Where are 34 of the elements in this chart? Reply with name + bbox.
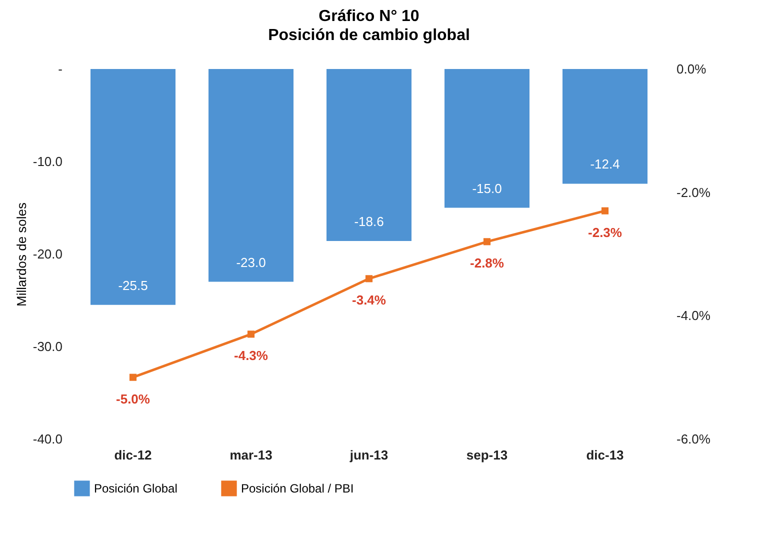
point bbox=[483, 238, 491, 246]
legend-label: Posición Global bbox=[94, 481, 178, 496]
data-label: -4.3% bbox=[234, 348, 268, 364]
data-label: -25.5 bbox=[118, 278, 148, 293]
y2-tick-label: -6.0% bbox=[676, 432, 711, 446]
data-label: -15.0 bbox=[472, 180, 502, 196]
point bbox=[129, 374, 137, 381]
x-tick-label: dic-13 bbox=[586, 448, 624, 462]
legend-label: Posición Global / PBI bbox=[241, 481, 354, 496]
data-label: -12.4 bbox=[590, 156, 620, 172]
chart-title: Gráfico N° 10 bbox=[318, 8, 420, 25]
y2-tick-label: -2.0% bbox=[676, 184, 711, 200]
chart-subtitle: Posición de cambio global bbox=[268, 27, 470, 44]
x-tick-label: jun-13 bbox=[348, 448, 388, 462]
x-tick-label: dic-12 bbox=[114, 448, 152, 462]
x-tick-label: sep-13 bbox=[466, 448, 508, 462]
point bbox=[601, 207, 609, 214]
data-label: -23.0 bbox=[236, 254, 266, 270]
data-label: -3.4% bbox=[352, 292, 386, 308]
point bbox=[365, 275, 373, 282]
y-axis-title: Millardos de soles bbox=[14, 202, 29, 307]
data-label: -2.3% bbox=[588, 224, 622, 240]
y2-tick-label: 0.0% bbox=[676, 62, 707, 76]
y2-tick-label: -4.0% bbox=[676, 308, 711, 324]
x-tick-label: mar-13 bbox=[230, 448, 272, 462]
point bbox=[247, 330, 255, 338]
y-tick-label: -20.0 bbox=[32, 246, 62, 262]
data-label: -2.8% bbox=[470, 256, 504, 271]
data-label: -5.0% bbox=[116, 391, 150, 406]
y-tick-label: -10.0 bbox=[32, 154, 62, 169]
y-tick-label: - bbox=[58, 62, 62, 76]
y-tick-label: -30.0 bbox=[32, 339, 62, 354]
y-tick-label: -40.0 bbox=[32, 432, 62, 446]
data-label: -18.6 bbox=[354, 214, 384, 230]
